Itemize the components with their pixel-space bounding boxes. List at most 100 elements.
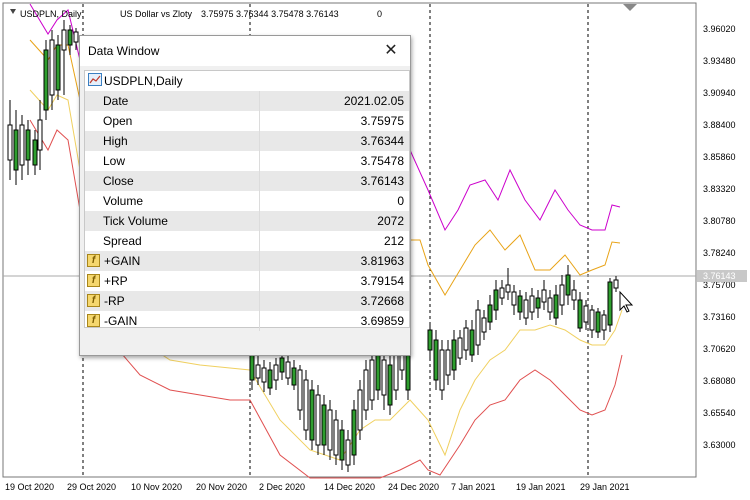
close-icon[interactable]: ✕: [384, 42, 398, 59]
candle-body: [333, 419, 339, 456]
candle-body: [369, 359, 375, 401]
price-tick: 3.65540: [703, 408, 736, 418]
candle-body: [601, 314, 607, 331]
candle-body: [32, 139, 38, 166]
data-window-titlebar[interactable]: Data Window ✕: [80, 36, 410, 66]
current-price-badge: [697, 270, 747, 282]
row-label: Date: [103, 94, 129, 108]
row-label: -RP: [104, 294, 125, 308]
candle-body: [451, 339, 457, 371]
collapse-arrow-icon[interactable]: [10, 9, 16, 14]
candle-body: [49, 39, 55, 96]
candle-body: [481, 317, 487, 333]
time-tick: 19 Oct 2020: [5, 482, 54, 492]
candle-body: [309, 389, 315, 441]
row-value: 3.75975: [360, 114, 404, 128]
candle-body: [267, 369, 273, 389]
data-row-volume: Volume 0: [85, 191, 409, 211]
candle-body: [505, 284, 511, 293]
candle-body: [357, 389, 363, 431]
price-tick: 3.73160: [703, 312, 736, 322]
candle-body: [67, 29, 73, 46]
data-row-close: Close 3.76143: [85, 171, 409, 191]
time-tick: 19 Jan 2021: [516, 482, 566, 492]
candle-body: [345, 439, 351, 466]
candle-body: [327, 409, 333, 451]
price-tick: 3.63000: [703, 440, 736, 450]
candle-body: [463, 327, 469, 351]
row-label: Low: [103, 154, 126, 168]
price-tick: 3.83320: [703, 184, 736, 194]
data-row-low: Low 3.75478: [85, 151, 409, 171]
indicator-icon: f: [87, 254, 100, 267]
candle-body: [541, 289, 547, 303]
price-tick: 3.70620: [703, 344, 736, 354]
row-label: High: [103, 134, 128, 148]
time-tick: 24 Dec 2020: [388, 482, 439, 492]
row-value: 0: [397, 194, 404, 208]
data-row-open: Open 3.75975: [85, 111, 409, 131]
price-tick: 3.85860: [703, 152, 736, 162]
candle-body: [475, 309, 481, 346]
candle-body: [261, 367, 267, 383]
price-tick: 3.80780: [703, 216, 736, 226]
candle-body: [553, 294, 559, 319]
time-tick: 29 Jan 2021: [580, 482, 630, 492]
candle-body: [511, 291, 517, 306]
chart-icon: [88, 73, 102, 86]
candle-body: [273, 364, 279, 381]
candle-body: [493, 289, 499, 311]
candle-body: [291, 367, 297, 386]
candle-body: [13, 129, 19, 171]
candle-body: [499, 287, 505, 299]
data-row-tick-volume: Tick Volume 2072: [85, 211, 409, 231]
candle-body: [565, 274, 571, 296]
candle-body: [73, 31, 79, 43]
time-tick: 10 Nov 2020: [131, 482, 182, 492]
data-window[interactable]: Data Window ✕ USDPLN,Daily Date 2021.02.0…: [79, 35, 411, 356]
candle-body: [595, 311, 601, 333]
candle-body: [571, 289, 577, 301]
candle-body: [559, 284, 565, 306]
candle-body: [535, 297, 541, 309]
row-label: +RP: [104, 274, 128, 288]
candle-body: [613, 279, 619, 289]
candle-body: [61, 29, 67, 51]
candle-body: [547, 297, 553, 313]
price-tick: 3.68080: [703, 376, 736, 386]
candle-body: [577, 299, 583, 329]
candle-body: [321, 404, 327, 446]
row-label: Close: [103, 174, 134, 188]
chart-shift-icon[interactable]: [623, 4, 637, 11]
row-value: 2021.02.05: [343, 94, 404, 108]
row-label: -GAIN: [104, 314, 138, 328]
indicator-row-gain-plus: f +GAIN 3.81963: [85, 251, 409, 271]
price-tick: 3.88400: [703, 120, 736, 130]
indicator-row-rp-minus: f -RP 3.72668: [85, 291, 409, 311]
indicator-row-gain-minus: f -GAIN 3.69859: [85, 311, 409, 331]
row-value: 212: [383, 234, 404, 248]
row-value: 3.72668: [360, 294, 404, 308]
row-label: Open: [103, 114, 133, 128]
candle-body: [351, 409, 357, 456]
candle-body: [249, 354, 255, 381]
indicator-row-rp-plus: f +RP 3.79154: [85, 271, 409, 291]
candle-body: [469, 329, 475, 356]
symbol-row: USDPLN,Daily: [85, 71, 409, 91]
data-window-title: Data Window: [88, 44, 160, 58]
candle-body: [19, 124, 25, 166]
data-window-table: USDPLN,Daily Date 2021.02.05 Open 3.75975 …: [84, 70, 410, 331]
price-tick: 3.96020: [703, 24, 736, 34]
candle-body: [297, 369, 303, 411]
candle-body: [457, 337, 463, 359]
candle-body: [487, 304, 493, 323]
candle-body: [363, 369, 369, 411]
candle-body: [43, 49, 49, 111]
candle-body: [339, 429, 345, 461]
candle-body: [285, 361, 291, 379]
candle-body: [583, 305, 589, 323]
candle-body: [387, 364, 393, 406]
row-label: +GAIN: [104, 254, 141, 268]
candles-layer: [7, 20, 619, 472]
candle-body: [529, 295, 535, 313]
